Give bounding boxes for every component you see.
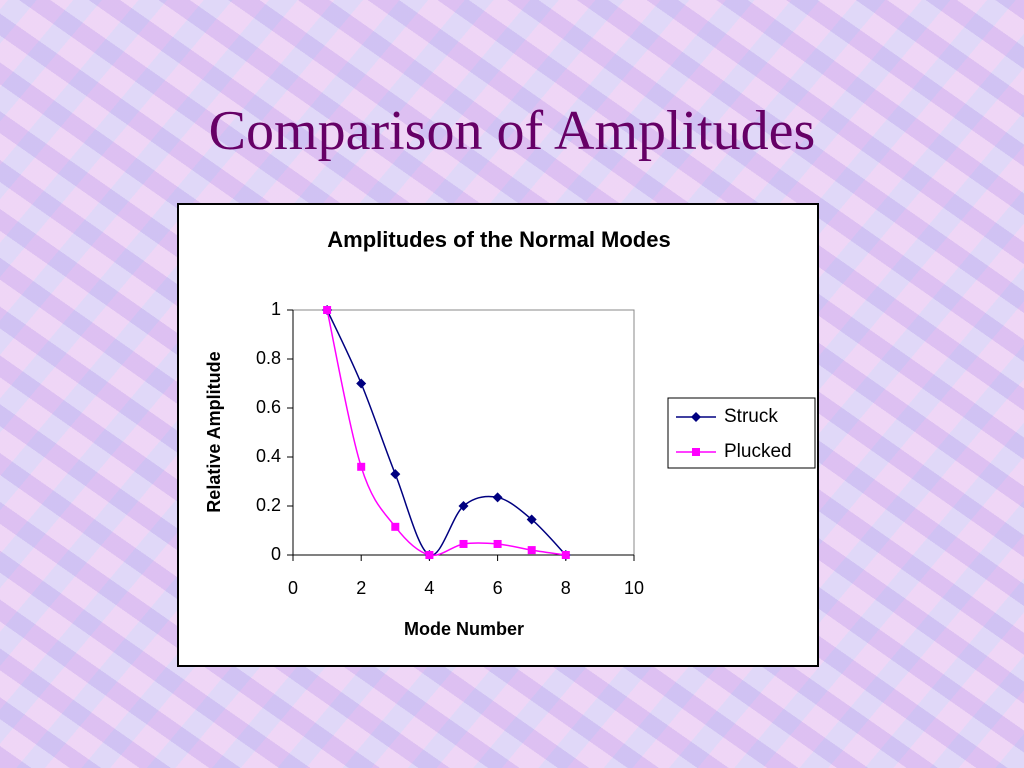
marker	[458, 501, 469, 511]
chart-title: Amplitudes of the Normal Modes	[327, 227, 670, 252]
legend-label: Plucked	[724, 441, 792, 462]
y-tick-label: 0	[271, 544, 281, 564]
y-tick-label: 1	[271, 299, 281, 319]
y-tick-label: 0.6	[256, 397, 281, 417]
marker	[459, 539, 468, 548]
marker	[323, 306, 332, 314]
marker	[492, 492, 503, 503]
marker	[356, 378, 367, 389]
x-tick-label: 10	[624, 578, 644, 598]
marker	[390, 469, 401, 480]
y-tick-label: 0.8	[256, 348, 281, 368]
marker	[526, 514, 537, 525]
y-tick-label: 0.2	[256, 495, 281, 515]
y-axis-title: Relative Amplitude	[204, 351, 224, 512]
y-tick-label: 0.4	[256, 446, 281, 466]
legend-label: Struck	[724, 406, 778, 427]
legend-marker	[691, 412, 701, 422]
x-axis-title: Mode Number	[404, 619, 524, 639]
x-tick-label: 0	[288, 578, 298, 598]
series-line	[326, 309, 566, 557]
slide-title: Comparison of Amplitudes	[209, 100, 816, 162]
x-tick-label: 4	[424, 578, 434, 598]
x-tick-label: 2	[356, 578, 366, 598]
marker	[493, 539, 502, 548]
x-tick-label: 6	[493, 578, 503, 598]
marker	[357, 462, 366, 471]
marker	[425, 551, 434, 559]
legend-marker	[692, 448, 700, 456]
x-tick-label: 8	[561, 578, 571, 598]
marker	[527, 546, 536, 555]
marker	[561, 551, 570, 559]
legend	[667, 397, 816, 469]
marker	[391, 522, 400, 531]
